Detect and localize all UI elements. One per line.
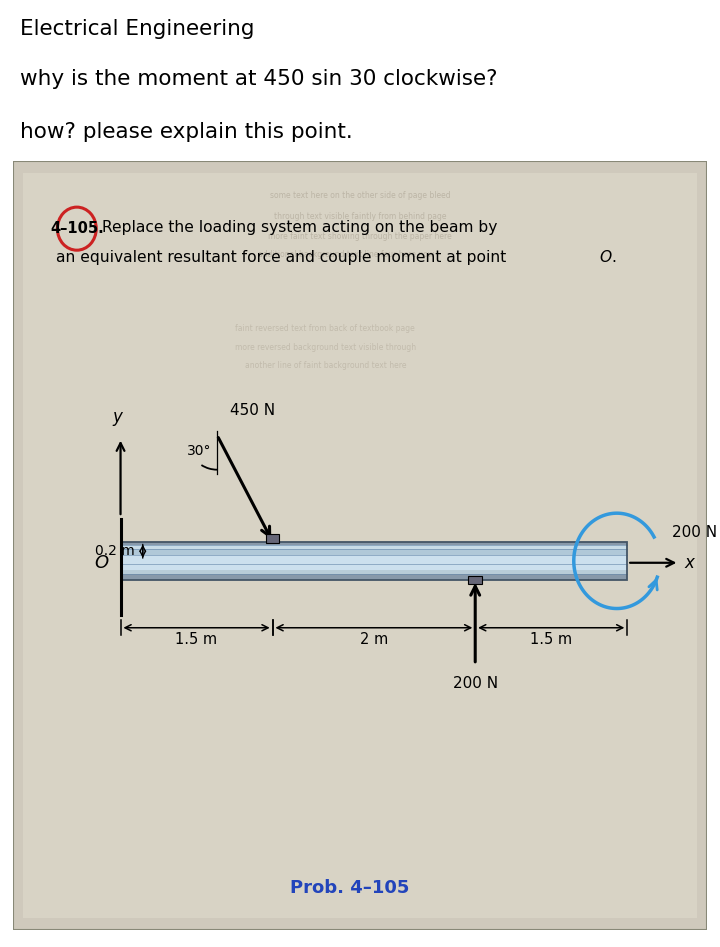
Bar — [120, 549, 627, 555]
Text: 0.2 m: 0.2 m — [94, 545, 135, 558]
Text: faint reversed text from back of textbook page: faint reversed text from back of textboo… — [235, 324, 415, 333]
Text: how? please explain this point.: how? please explain this point. — [20, 122, 353, 142]
Text: 200 N · m: 200 N · m — [672, 525, 720, 540]
Bar — [120, 574, 627, 581]
Bar — [266, 534, 279, 544]
Text: 2 m: 2 m — [360, 632, 388, 647]
Bar — [120, 542, 627, 581]
Text: another line of faint background text here: another line of faint background text he… — [245, 361, 406, 370]
Text: additional background text line four here now: additional background text line four her… — [258, 250, 434, 259]
Bar — [120, 555, 627, 570]
Text: why is the moment at 450 sin 30 clockwise?: why is the moment at 450 sin 30 clockwis… — [20, 69, 498, 89]
Text: 1.5 m: 1.5 m — [176, 632, 217, 647]
Text: 450 N: 450 N — [230, 403, 274, 419]
Text: Electrical Engineering: Electrical Engineering — [20, 19, 255, 39]
Text: more reversed background text visible through: more reversed background text visible th… — [235, 343, 416, 351]
Text: some text here on the other side of page bleed: some text here on the other side of page… — [270, 191, 450, 200]
Text: Prob. 4–105: Prob. 4–105 — [290, 879, 409, 897]
Text: 200 N: 200 N — [453, 676, 498, 691]
Text: more faint text showing through the paper here: more faint text showing through the pape… — [268, 232, 452, 241]
Bar — [468, 576, 482, 584]
Text: Replace the loading system acting on the beam by: Replace the loading system acting on the… — [102, 220, 498, 235]
Bar — [120, 570, 627, 574]
Text: $\it{O}$: $\it{O}$ — [600, 249, 613, 265]
Text: x: x — [684, 554, 694, 572]
Bar — [120, 542, 627, 545]
Text: y: y — [112, 408, 122, 426]
Text: 4–105.: 4–105. — [50, 222, 104, 236]
Bar — [120, 545, 627, 549]
Text: through text visible faintly from behind page: through text visible faintly from behind… — [274, 212, 446, 221]
Text: 30°: 30° — [187, 444, 212, 458]
Text: .: . — [611, 250, 616, 264]
Text: an equivalent resultant force and couple moment at point: an equivalent resultant force and couple… — [56, 250, 506, 264]
Text: O: O — [94, 554, 108, 572]
Text: 1.5 m: 1.5 m — [530, 632, 572, 647]
